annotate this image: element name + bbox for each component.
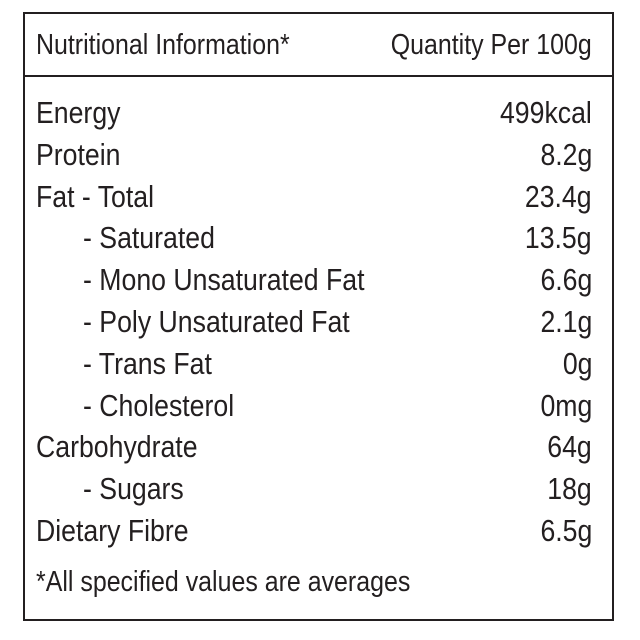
nutrition-title: Nutritional Information*	[36, 29, 290, 61]
nutrient-row: Fat - Total 23.4g	[25, 178, 612, 220]
nutrient-name: Energy	[36, 95, 121, 130]
nutrient-value: 64g	[547, 429, 592, 465]
nutrient-name: Protein	[36, 136, 121, 172]
nutrient-name: - Mono Unsaturated Fat	[83, 262, 365, 298]
nutrition-panel: Nutritional Information* Quantity Per 10…	[23, 12, 614, 621]
quantity-label: Quantity Per 100g	[390, 29, 592, 61]
nutrient-row: - Mono Unsaturated Fat 6.6g	[25, 261, 612, 303]
nutrient-value: 13.5g	[525, 220, 592, 256]
nutrient-name: Carbohydrate	[36, 429, 198, 465]
nutrient-value: 0mg	[540, 387, 592, 423]
nutrient-row: - Trans Fat 0g	[25, 345, 612, 387]
nutrient-value: 6.5g	[540, 513, 592, 548]
nutrient-name: - Sugars	[83, 471, 184, 507]
nutrient-value: 23.4g	[525, 178, 592, 214]
nutrient-name: - Cholesterol	[83, 387, 235, 423]
nutrient-row: Protein 8.2g	[25, 136, 612, 178]
nutrient-name: Dietary Fibre	[36, 513, 189, 548]
nutrient-row: - Cholesterol 0mg	[25, 387, 612, 429]
nutrient-value: 2.1g	[540, 304, 592, 339]
nutrient-row: - Sugars 18g	[25, 470, 612, 512]
nutrient-name: Fat - Total	[36, 178, 155, 214]
nutrient-row: Energy 499kcal	[25, 94, 612, 136]
nutrient-value: 6.6g	[540, 262, 592, 298]
nutrient-value: 18g	[547, 471, 592, 507]
nutrition-header: Nutritional Information* Quantity Per 10…	[25, 14, 612, 77]
nutrient-value: 8.2g	[540, 136, 592, 172]
nutrient-row: - Poly Unsaturated Fat 2.1g	[25, 303, 612, 345]
footnote: *All specified values are averages	[36, 566, 411, 598]
nutrient-name: - Saturated	[83, 220, 215, 256]
nutrient-value: 0g	[562, 345, 592, 381]
nutrient-name: - Trans Fat	[83, 345, 212, 381]
nutrient-row: - Saturated 13.5g	[25, 219, 612, 261]
nutrient-value: 499kcal	[500, 95, 592, 130]
nutrient-row: Carbohydrate 64g	[25, 428, 612, 470]
nutrient-row: Dietary Fibre 6.5g	[25, 512, 612, 554]
nutrient-name: - Poly Unsaturated Fat	[83, 304, 350, 339]
